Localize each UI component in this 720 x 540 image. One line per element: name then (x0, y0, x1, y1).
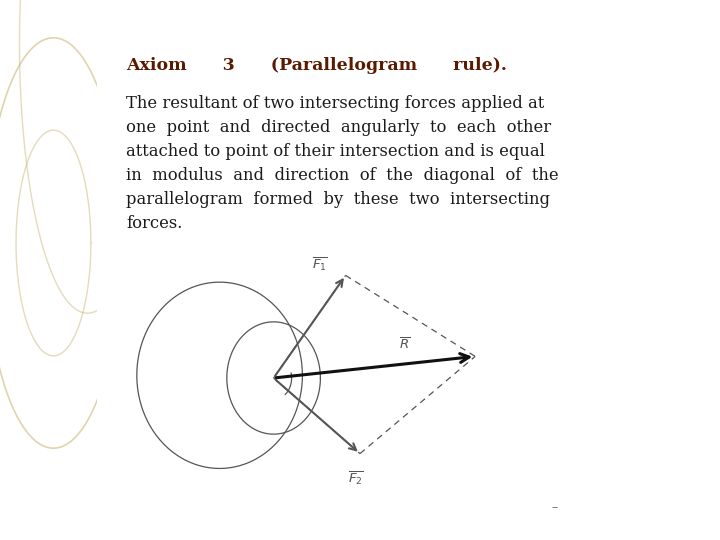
Text: Axiom      3      (Parallelogram      rule).: Axiom 3 (Parallelogram rule). (126, 57, 507, 73)
Text: $\overline{F_2}$: $\overline{F_2}$ (348, 470, 364, 487)
Text: $\overline{R}$: $\overline{R}$ (399, 338, 410, 353)
Text: The resultant of two intersecting forces applied at
one  point  and  directed  a: The resultant of two intersecting forces… (126, 94, 559, 232)
Text: –: – (552, 501, 557, 514)
Text: $\overline{F_1}$: $\overline{F_1}$ (312, 255, 328, 273)
